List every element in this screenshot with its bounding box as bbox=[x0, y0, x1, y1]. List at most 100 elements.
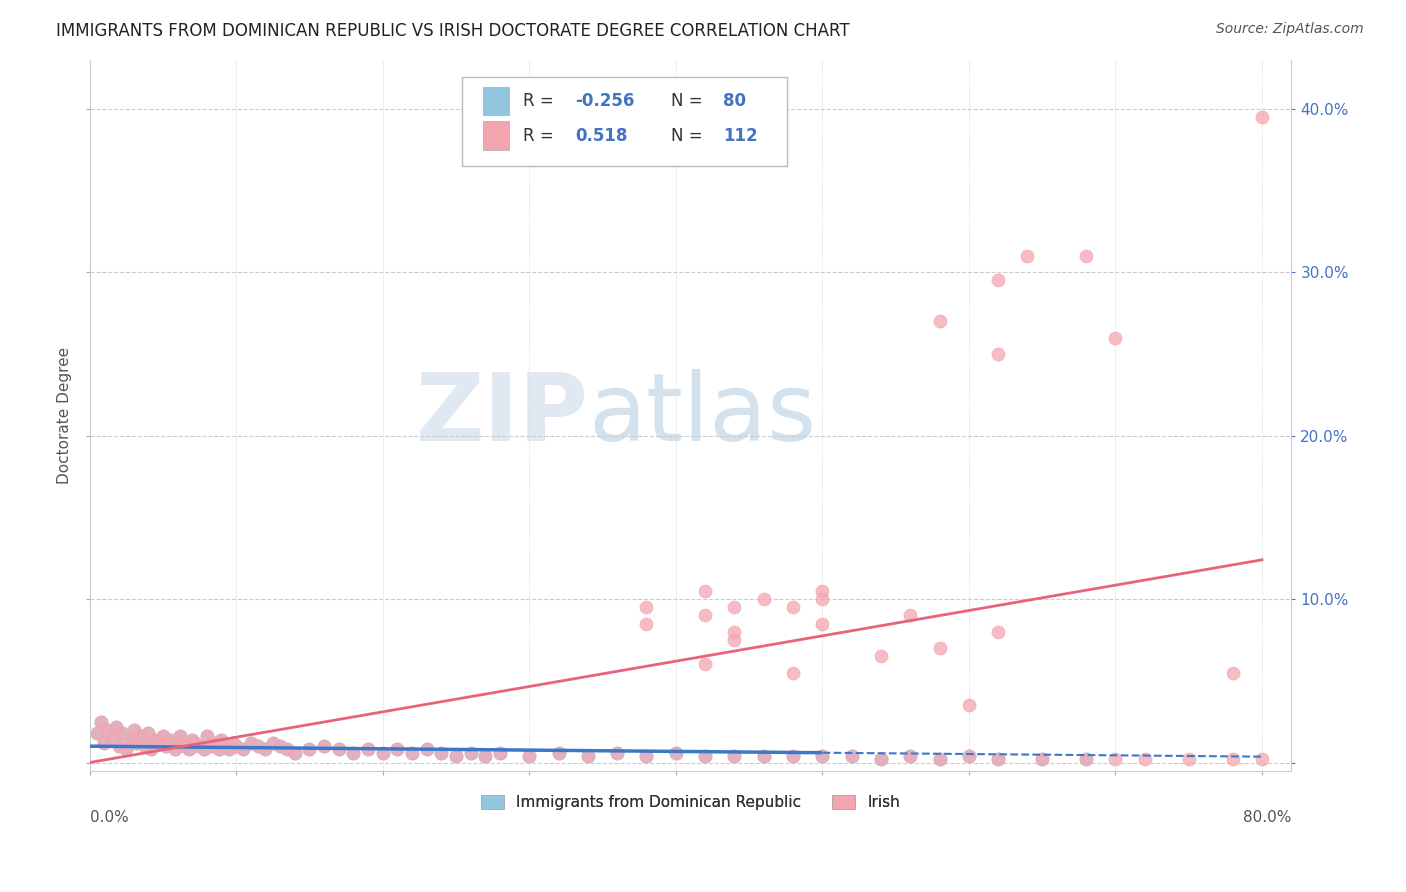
Point bbox=[100, 731, 122, 745]
Text: N =: N = bbox=[671, 127, 709, 145]
Point bbox=[276, 742, 298, 756]
Point bbox=[460, 746, 482, 760]
Point bbox=[752, 749, 775, 764]
Text: ZIP: ZIP bbox=[415, 369, 588, 461]
Point bbox=[474, 749, 496, 764]
Text: IMMIGRANTS FROM DOMINICAN REPUBLIC VS IRISH DOCTORATE DEGREE CORRELATION CHART: IMMIGRANTS FROM DOMINICAN REPUBLIC VS IR… bbox=[56, 22, 849, 40]
Point bbox=[125, 736, 148, 750]
Point bbox=[139, 742, 162, 756]
Point bbox=[489, 746, 512, 760]
Text: 0.0%: 0.0% bbox=[90, 810, 128, 825]
Point bbox=[606, 746, 628, 760]
Point bbox=[188, 739, 211, 754]
Point bbox=[120, 732, 142, 747]
Point bbox=[387, 742, 409, 756]
Point bbox=[254, 742, 277, 756]
Point bbox=[207, 742, 229, 756]
Point bbox=[517, 749, 540, 764]
Point bbox=[136, 726, 159, 740]
Point bbox=[430, 746, 453, 760]
Point bbox=[517, 749, 540, 764]
Point bbox=[987, 624, 1010, 639]
Point bbox=[328, 742, 350, 756]
Point bbox=[693, 749, 716, 764]
Point bbox=[262, 736, 284, 750]
Point bbox=[145, 732, 167, 747]
Point bbox=[184, 736, 207, 750]
Point bbox=[166, 736, 188, 750]
Point bbox=[401, 746, 423, 760]
Point bbox=[111, 726, 134, 740]
FancyBboxPatch shape bbox=[463, 78, 786, 166]
Point bbox=[782, 600, 804, 615]
Point bbox=[202, 736, 225, 750]
Point bbox=[870, 649, 893, 664]
Point bbox=[159, 732, 181, 747]
Point bbox=[693, 583, 716, 598]
Point bbox=[202, 736, 225, 750]
Text: Source: ZipAtlas.com: Source: ZipAtlas.com bbox=[1216, 22, 1364, 37]
FancyBboxPatch shape bbox=[482, 121, 509, 150]
Point bbox=[444, 749, 467, 764]
Point bbox=[181, 732, 204, 747]
Point bbox=[693, 749, 716, 764]
Point bbox=[166, 736, 188, 750]
Point bbox=[1074, 752, 1097, 766]
Point bbox=[193, 742, 215, 756]
Point bbox=[460, 746, 482, 760]
Text: atlas: atlas bbox=[588, 369, 817, 461]
Point bbox=[159, 732, 181, 747]
Point bbox=[93, 736, 115, 750]
Point bbox=[136, 726, 159, 740]
Point bbox=[957, 749, 980, 764]
Point bbox=[152, 730, 174, 744]
Legend: Immigrants from Dominican Republic, Irish: Immigrants from Dominican Republic, Iris… bbox=[475, 789, 905, 816]
Point bbox=[430, 746, 453, 760]
Point bbox=[169, 730, 191, 744]
Point bbox=[155, 739, 177, 754]
Point bbox=[225, 739, 247, 754]
Point bbox=[96, 723, 118, 737]
Point bbox=[181, 732, 204, 747]
Point bbox=[152, 730, 174, 744]
Point bbox=[928, 752, 950, 766]
Point bbox=[752, 592, 775, 607]
Point bbox=[173, 739, 195, 754]
Y-axis label: Doctorate Degree: Doctorate Degree bbox=[58, 347, 72, 483]
Point bbox=[1031, 752, 1053, 766]
Point bbox=[312, 739, 335, 754]
Point bbox=[841, 749, 863, 764]
Text: 112: 112 bbox=[723, 127, 758, 145]
Text: R =: R = bbox=[523, 92, 560, 110]
Point bbox=[298, 742, 321, 756]
Point bbox=[125, 736, 148, 750]
Point bbox=[342, 746, 364, 760]
Point bbox=[357, 742, 380, 756]
Point bbox=[415, 742, 437, 756]
Point bbox=[86, 726, 108, 740]
Point bbox=[782, 749, 804, 764]
Point bbox=[276, 742, 298, 756]
Point bbox=[284, 746, 307, 760]
Point bbox=[312, 739, 335, 754]
Point bbox=[1133, 752, 1156, 766]
Point bbox=[179, 742, 201, 756]
Point bbox=[665, 746, 688, 760]
Point bbox=[811, 616, 834, 631]
Point bbox=[1104, 330, 1126, 344]
Point bbox=[163, 742, 186, 756]
Point bbox=[254, 742, 277, 756]
Point bbox=[188, 739, 211, 754]
Point bbox=[957, 749, 980, 764]
Point bbox=[987, 273, 1010, 287]
Point bbox=[928, 641, 950, 656]
Point bbox=[207, 742, 229, 756]
Point bbox=[269, 739, 291, 754]
Point bbox=[811, 592, 834, 607]
Point bbox=[328, 742, 350, 756]
Point bbox=[415, 742, 437, 756]
Point bbox=[752, 749, 775, 764]
Point bbox=[262, 736, 284, 750]
Point bbox=[665, 746, 688, 760]
Point bbox=[444, 749, 467, 764]
